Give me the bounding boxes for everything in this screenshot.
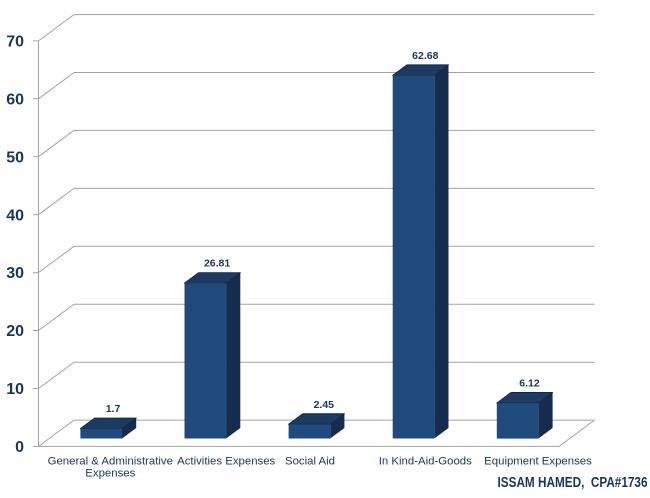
svg-text:ISSAM HAMED, CPA#1736: ISSAM HAMED, CPA#1736 <box>498 474 648 491</box>
svg-text:30: 30 <box>6 265 24 282</box>
svg-text:6.12: 6.12 <box>519 378 540 390</box>
svg-text:In Kind-Aid-Goods: In Kind-Aid-Goods <box>379 456 472 468</box>
svg-text:1.7: 1.7 <box>106 403 121 415</box>
svg-text:40: 40 <box>6 207 24 224</box>
svg-text:General & Administrative: General & Administrative <box>48 456 173 468</box>
svg-text:2.45: 2.45 <box>314 399 335 411</box>
svg-text:60: 60 <box>6 91 24 108</box>
svg-text:50: 50 <box>6 149 24 166</box>
svg-text:Social Aid: Social Aid <box>285 456 335 468</box>
svg-text:26.81: 26.81 <box>204 258 230 270</box>
svg-text:Equipment Expenses: Equipment Expenses <box>484 456 592 468</box>
svg-text:10: 10 <box>6 381 24 398</box>
svg-text:0: 0 <box>15 439 24 456</box>
svg-text:62.68: 62.68 <box>412 50 438 62</box>
svg-text:70: 70 <box>6 34 24 51</box>
svg-text:Activities Expenses: Activities Expenses <box>177 456 275 468</box>
svg-text:20: 20 <box>6 323 24 340</box>
svg-text:Expenses: Expenses <box>85 468 135 480</box>
